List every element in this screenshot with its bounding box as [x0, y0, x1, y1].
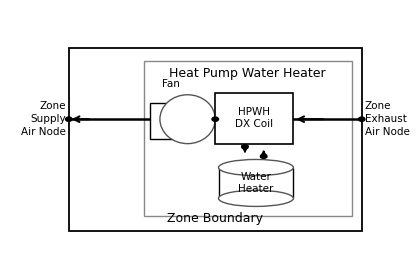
Text: Zone
Exhaust
Air Node: Zone Exhaust Air Node	[365, 101, 410, 137]
Bar	[218, 168, 294, 198]
Text: Heat Pump Water Heater: Heat Pump Water Heater	[170, 67, 326, 80]
Ellipse shape	[218, 160, 294, 176]
Bar	[144, 61, 352, 216]
Circle shape	[260, 154, 267, 158]
Bar	[215, 93, 294, 144]
Ellipse shape	[160, 95, 215, 144]
Text: Fan: Fan	[162, 79, 179, 89]
Text: Water
Heater: Water Heater	[238, 172, 273, 194]
Circle shape	[241, 145, 248, 149]
Circle shape	[359, 117, 365, 121]
Text: Zone Boundary: Zone Boundary	[167, 213, 263, 225]
Text: HPWH
DX Coil: HPWH DX Coil	[235, 107, 273, 129]
Circle shape	[66, 117, 72, 121]
Text: Zone
Supply
Air Node: Zone Supply Air Node	[21, 101, 66, 137]
Ellipse shape	[218, 190, 294, 206]
Circle shape	[212, 117, 218, 121]
Bar	[69, 48, 362, 231]
Bar	[150, 103, 176, 139]
